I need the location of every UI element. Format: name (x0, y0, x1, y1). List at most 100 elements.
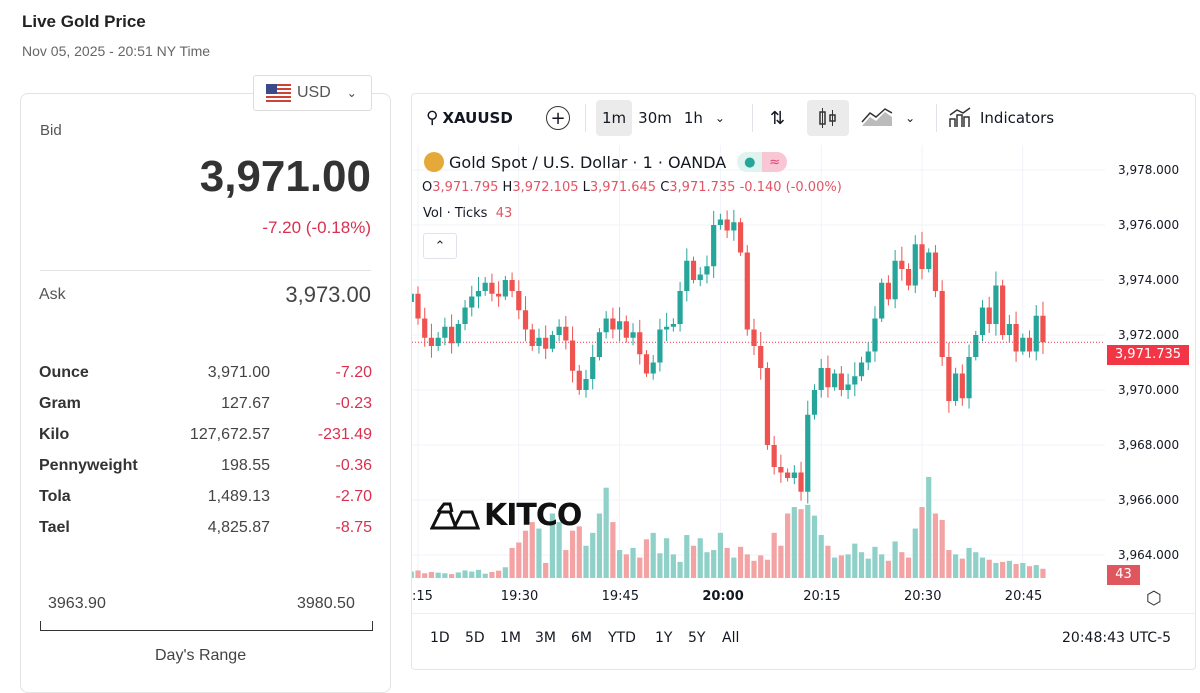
candle-body (536, 337, 542, 346)
candle-body (973, 335, 979, 357)
candle-body (865, 351, 871, 363)
volume-bar (1033, 565, 1039, 578)
candle-body (516, 291, 522, 311)
candle-body (677, 291, 683, 324)
candle-body (899, 260, 905, 269)
range-button-all[interactable]: All (722, 630, 740, 646)
symbol-search[interactable]: ⚲ XAUUSD (426, 100, 513, 136)
price-tick-label: 3,966.000 (1118, 493, 1180, 507)
candle-body (932, 252, 939, 291)
low-value: 3,971.645 (589, 180, 657, 195)
volume-bar (435, 572, 441, 578)
volume-bar (798, 509, 804, 578)
candle-body (966, 357, 972, 399)
range-button-6m[interactable]: 6M (571, 630, 592, 646)
day-range-low: 3963.90 (48, 595, 106, 612)
volume-bar (872, 546, 878, 578)
ohlc-legend: O3,971.795 H3,972.105 L3,971.645 C3,971.… (422, 180, 842, 195)
candle-body (832, 373, 838, 388)
candle-body (1040, 315, 1046, 343)
range-button-1m[interactable]: 1M (500, 630, 521, 646)
range-button-3m[interactable]: 3M (535, 630, 556, 646)
volume-bar (422, 573, 428, 578)
divider (40, 270, 371, 271)
volume-bar (885, 560, 891, 578)
area-chart-type-icon[interactable] (855, 100, 899, 136)
unit-price: 198.55 (221, 457, 270, 474)
candle-body (462, 307, 468, 324)
candle-body (858, 362, 865, 377)
candle-body (637, 332, 643, 355)
range-button-1y[interactable]: 1Y (655, 630, 673, 646)
unit-price: 1,489.13 (207, 488, 270, 505)
unit-change: -2.70 (335, 488, 372, 505)
volume-bar (912, 528, 918, 578)
volume-bar (428, 571, 435, 578)
collapse-legend-button[interactable]: ⌃ (423, 233, 457, 259)
unit-change: -0.36 (335, 457, 372, 474)
unit-change: -8.75 (335, 519, 372, 536)
candle-body (838, 373, 844, 390)
unit-change: -7.20 (335, 364, 372, 381)
chart-settings-icon[interactable]: ⬡ (1146, 588, 1162, 608)
price-tick-label: 3,964.000 (1118, 548, 1180, 562)
candle-body (724, 219, 730, 231)
interval-30m[interactable]: 30m (638, 109, 672, 127)
candle-body (926, 252, 932, 269)
volume-bar (811, 515, 818, 578)
range-button-5d[interactable]: 5D (465, 630, 485, 646)
volume-bar (516, 542, 522, 578)
candle-body (583, 379, 589, 390)
interval-1h[interactable]: 1h (683, 109, 703, 127)
chart-type-dropdown-chevron-icon[interactable]: ⌄ (905, 111, 916, 125)
candle-body (455, 324, 461, 344)
market-status-pill[interactable]: ● ≈ (737, 152, 788, 172)
unit-row: Tola 1,489.13 -2.70 (39, 488, 372, 510)
volume-bar (1000, 561, 1006, 578)
candle-body (818, 368, 824, 390)
candle-body (905, 269, 912, 286)
volume-label: Vol · Ticks (423, 206, 488, 221)
unit-price: 127.67 (221, 395, 270, 412)
time-tick-label: 20:30 (904, 589, 942, 604)
compare-button[interactable]: + (546, 100, 570, 136)
volume-bar (502, 567, 508, 578)
price-tick-label: 3,976.000 (1118, 218, 1180, 232)
candle-body (986, 307, 992, 324)
range-button-1d[interactable]: 1D (430, 630, 450, 646)
range-button-5y[interactable]: 5Y (688, 630, 706, 646)
bar-chart-type-icon[interactable]: ⇅ (770, 107, 786, 129)
high-label: H (502, 180, 513, 195)
indicators-label: Indicators (980, 109, 1055, 127)
currency-select[interactable]: USD ⌄ (253, 75, 372, 111)
volume-bar (805, 504, 811, 578)
volume-bar (603, 487, 609, 578)
candle-body (442, 326, 448, 338)
close-value: 3,971.735 (669, 180, 736, 195)
close-label: C (660, 180, 670, 195)
candle-body (617, 321, 623, 330)
candlestick-chart[interactable] (412, 145, 1105, 580)
range-button-ytd[interactable]: YTD (608, 630, 636, 646)
bid-price: 3,971.00 (199, 152, 371, 201)
interval-1m[interactable]: 1m (596, 100, 633, 136)
volume-bar (986, 559, 992, 578)
volume-bar (1040, 568, 1046, 578)
volume-bar (596, 513, 603, 578)
unit-name: Pennyweight (39, 457, 138, 474)
candlestick-chart-type-icon[interactable] (807, 100, 850, 136)
interval-dropdown-chevron-icon[interactable]: ⌄ (714, 111, 725, 125)
page-title: Live Gold Price (22, 12, 146, 31)
unit-price: 3,971.00 (207, 364, 270, 381)
candle-body (415, 293, 421, 319)
volume-bar (1013, 564, 1019, 578)
unit-price: 4,825.87 (207, 519, 270, 536)
open-value: 3,971.795 (432, 180, 499, 195)
volume-bar (845, 554, 851, 578)
candle-body (717, 219, 723, 225)
volume-bar (543, 562, 549, 578)
candle-body (590, 357, 596, 379)
indicators-button[interactable]: Indicators (948, 100, 1054, 136)
volume-bar (442, 573, 448, 578)
volume-bar (496, 570, 502, 578)
